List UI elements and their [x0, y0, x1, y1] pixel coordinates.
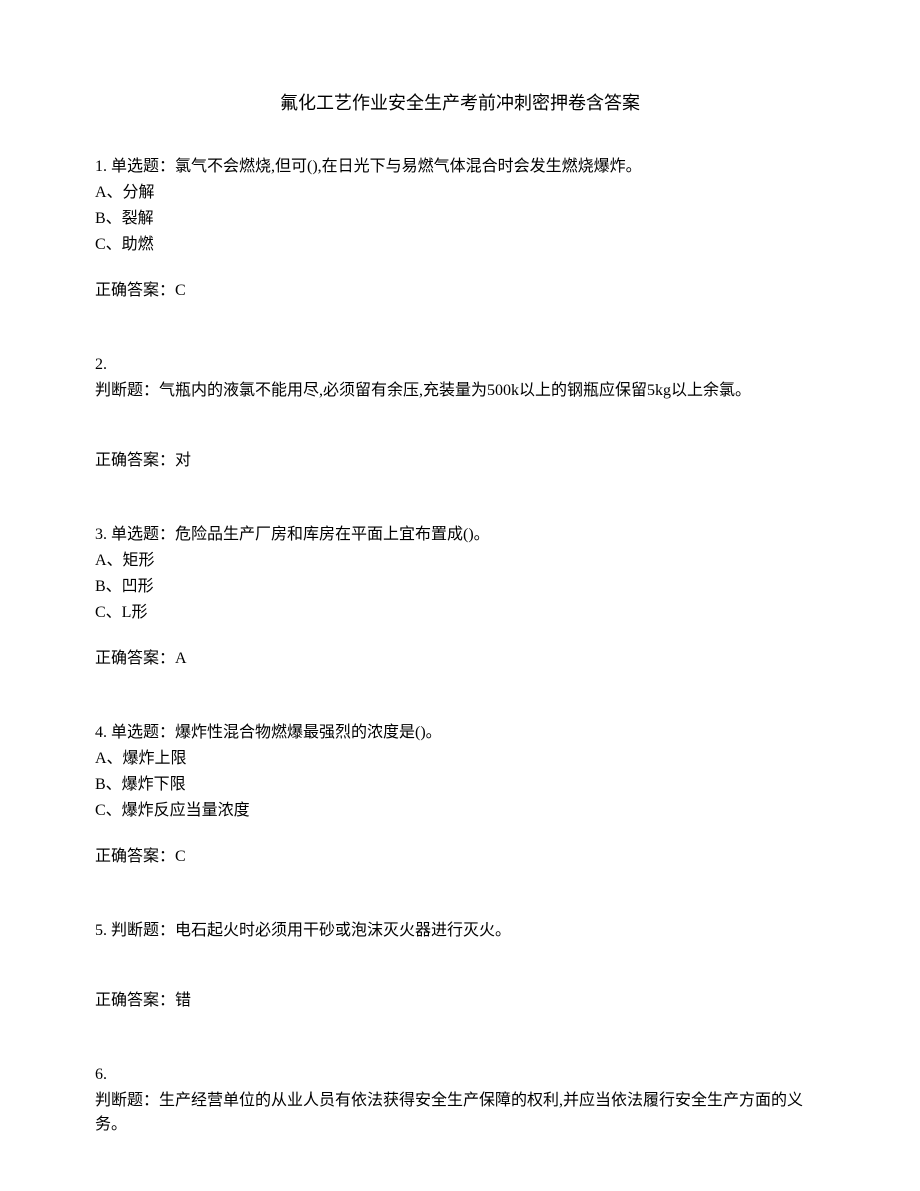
question-1: 1. 单选题：氯气不会燃烧,但可(),在日光下与易燃气体混合时会发生燃烧爆炸。 … [95, 155, 825, 303]
question-text: 5. 判断题：电石起火时必须用干砂或泡沫灭火器进行灭火。 [95, 919, 825, 943]
option-c: C、助燃 [95, 233, 825, 257]
question-number: 2. [95, 353, 825, 377]
answer-value: C [175, 848, 186, 865]
question-content: 危险品生产厂房和库房在平面上宜布置成()。 [175, 526, 490, 543]
question-6: 6. 判断题：生产经营单位的从业人员有依法获得安全生产保障的权利,并应当依法履行… [95, 1063, 825, 1137]
answer-label: 正确答案： [95, 848, 175, 865]
option-a: A、矩形 [95, 549, 825, 573]
question-type: 单选题： [111, 158, 175, 175]
question-type: 判断题： [111, 922, 175, 939]
question-number: 6. [95, 1063, 825, 1087]
answer: 正确答案：C [95, 279, 825, 303]
question-content: 爆炸性混合物燃爆最强烈的浓度是()。 [175, 724, 442, 741]
answer-label: 正确答案： [95, 282, 175, 299]
option-a: A、爆炸上限 [95, 747, 825, 771]
question-text: 4. 单选题：爆炸性混合物燃爆最强烈的浓度是()。 [95, 721, 825, 745]
question-type: 单选题： [111, 724, 175, 741]
answer-value: 对 [175, 452, 191, 469]
answer-label: 正确答案： [95, 650, 175, 667]
question-type: 判断题： [95, 382, 159, 399]
option-c: C、爆炸反应当量浓度 [95, 799, 825, 823]
option-a: A、分解 [95, 181, 825, 205]
question-text: 1. 单选题：氯气不会燃烧,但可(),在日光下与易燃气体混合时会发生燃烧爆炸。 [95, 155, 825, 179]
question-text: 3. 单选题：危险品生产厂房和库房在平面上宜布置成()。 [95, 523, 825, 547]
option-c: C、L形 [95, 601, 825, 625]
question-5: 5. 判断题：电石起火时必须用干砂或泡沫灭火器进行灭火。 正确答案：错 [95, 919, 825, 1013]
option-b: B、凹形 [95, 575, 825, 599]
question-3: 3. 单选题：危险品生产厂房和库房在平面上宜布置成()。 A、矩形 B、凹形 C… [95, 523, 825, 671]
question-content: 氯气不会燃烧,但可(),在日光下与易燃气体混合时会发生燃烧爆炸。 [175, 158, 642, 175]
answer-label: 正确答案： [95, 992, 175, 1009]
question-text: 判断题：气瓶内的液氯不能用尽,必须留有余压,充装量为500k以上的钢瓶应保留5k… [95, 379, 825, 403]
question-number: 4. [95, 724, 107, 741]
option-b: B、裂解 [95, 207, 825, 231]
answer: 正确答案：A [95, 647, 825, 671]
question-number: 3. [95, 526, 107, 543]
question-content: 气瓶内的液氯不能用尽,必须留有余压,充装量为500k以上的钢瓶应保留5kg以上余… [159, 382, 751, 399]
question-text: 判断题：生产经营单位的从业人员有依法获得安全生产保障的权利,并应当依法履行安全生… [95, 1089, 825, 1137]
answer: 正确答案：错 [95, 989, 825, 1013]
question-2: 2. 判断题：气瓶内的液氯不能用尽,必须留有余压,充装量为500k以上的钢瓶应保… [95, 353, 825, 473]
answer-value: C [175, 282, 186, 299]
answer: 正确答案：对 [95, 449, 825, 473]
answer-value: 错 [175, 992, 191, 1009]
question-type: 单选题： [111, 526, 175, 543]
question-number: 5. [95, 922, 107, 939]
answer-label: 正确答案： [95, 452, 175, 469]
answer-value: A [175, 650, 187, 667]
option-b: B、爆炸下限 [95, 773, 825, 797]
document-title: 氟化工艺作业安全生产考前冲刺密押卷含答案 [95, 90, 825, 117]
question-content: 生产经营单位的从业人员有依法获得安全生产保障的权利,并应当依法履行安全生产方面的… [95, 1092, 803, 1133]
answer: 正确答案：C [95, 845, 825, 869]
question-type: 判断题： [95, 1092, 159, 1109]
question-number: 1. [95, 158, 107, 175]
question-content: 电石起火时必须用干砂或泡沫灭火器进行灭火。 [175, 922, 511, 939]
question-4: 4. 单选题：爆炸性混合物燃爆最强烈的浓度是()。 A、爆炸上限 B、爆炸下限 … [95, 721, 825, 869]
